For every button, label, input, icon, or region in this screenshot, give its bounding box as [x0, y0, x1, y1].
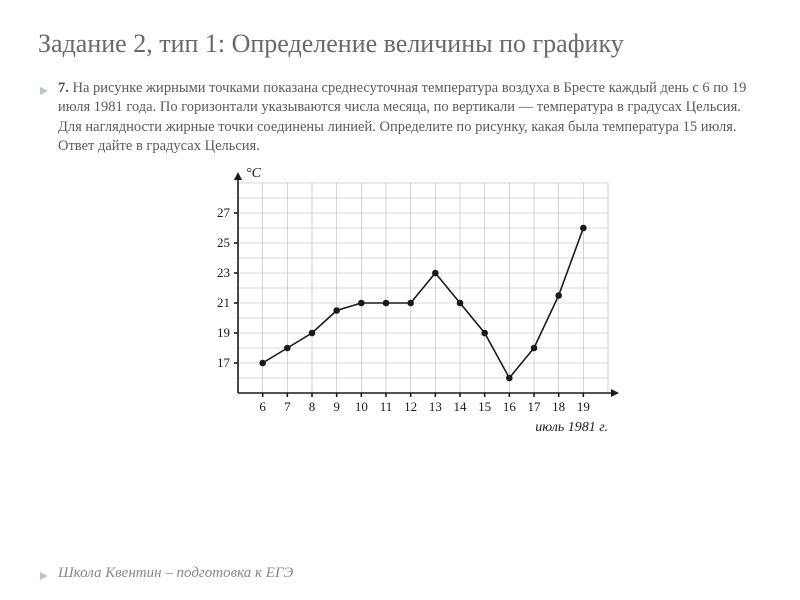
svg-text:10: 10: [355, 399, 368, 414]
body-text: 7. На рисунке жирными точками показана с…: [58, 79, 762, 157]
svg-text:19: 19: [217, 325, 230, 340]
bullet-icon: [38, 570, 50, 582]
footer-text: Школа Квентин – подготовка к ЕГЭ: [58, 565, 293, 582]
svg-text:27: 27: [217, 205, 231, 220]
slide: Задание 2, тип 1: Определение величины п…: [0, 0, 800, 600]
svg-text:июль 1981 г.: июль 1981 г.: [535, 420, 608, 435]
svg-text:7: 7: [284, 399, 291, 414]
svg-text:17: 17: [217, 355, 231, 370]
svg-text:16: 16: [503, 399, 517, 414]
question-text: На рисунке жирными точками показана сред…: [58, 80, 746, 155]
temperature-chart: 17 19 21 23 25 27 6 7 8 9 10 11 12 13 14 15 16 17 18 19 °C ию…: [170, 163, 630, 453]
svg-text:15: 15: [478, 399, 491, 414]
footer: Школа Квентин – подготовка к ЕГЭ: [38, 564, 293, 582]
svg-text:21: 21: [217, 295, 230, 310]
svg-text:14: 14: [454, 399, 468, 414]
svg-text:8: 8: [309, 399, 316, 414]
svg-text:17: 17: [528, 399, 542, 414]
svg-text:18: 18: [552, 399, 565, 414]
svg-text:6: 6: [259, 399, 266, 414]
svg-text:9: 9: [333, 399, 340, 414]
svg-text:11: 11: [380, 399, 393, 414]
question-number: 7.: [58, 80, 69, 96]
body-block: 7. На рисунке жирными точками показана с…: [38, 79, 762, 157]
svg-text:13: 13: [429, 399, 442, 414]
svg-text:°C: °C: [246, 166, 262, 181]
slide-title: Задание 2, тип 1: Определение величины п…: [38, 28, 762, 61]
svg-text:19: 19: [577, 399, 590, 414]
chart-container: 17 19 21 23 25 27 6 7 8 9 10 11 12 13 14 15 16 17 18 19 °C ию…: [38, 163, 762, 458]
svg-text:12: 12: [404, 399, 417, 414]
bullet-icon: [38, 85, 50, 97]
svg-text:25: 25: [217, 235, 230, 250]
svg-text:23: 23: [217, 265, 230, 280]
